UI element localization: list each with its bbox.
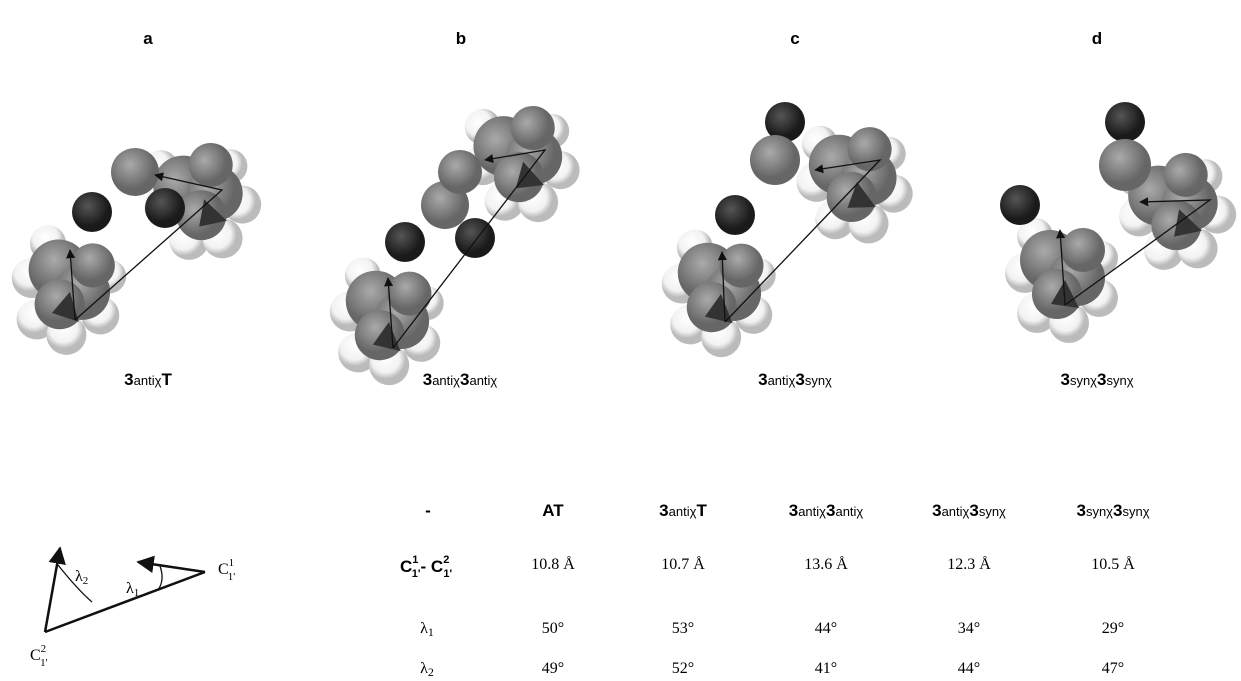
panel-label: 3antiχ3antiχ bbox=[423, 370, 498, 389]
table-cell: 47° bbox=[1102, 660, 1124, 677]
row-label: λ1 bbox=[420, 620, 434, 639]
lambda1-label: λ1 bbox=[126, 580, 139, 599]
panel-letter: a bbox=[143, 29, 153, 48]
row-label: λ2 bbox=[420, 660, 434, 679]
panel-label: 3antiχT bbox=[124, 370, 172, 389]
table-cell: 10.8 Å bbox=[531, 555, 575, 573]
panel-label: 3synχ3synχ bbox=[1060, 370, 1133, 389]
panel-letter: d bbox=[1092, 29, 1102, 48]
table-cell: 10.5 Å bbox=[1091, 555, 1135, 573]
table-cell: 44° bbox=[958, 660, 980, 677]
table-cell: 49° bbox=[542, 660, 564, 677]
header-cell: 3antiχT bbox=[659, 501, 707, 520]
table-cell: 13.6 Å bbox=[804, 555, 848, 573]
table-cells: 10.8 Å 10.7 Å 13.6 Å 12.3 Å 10.5 Å 50° 53° 44° 3… bbox=[531, 555, 1135, 677]
panel-d: d 3synχ3synχ bbox=[1000, 29, 1241, 389]
header-cell: - bbox=[425, 501, 431, 520]
panel-b: b 3antiχ3antiχ bbox=[324, 29, 591, 389]
figure: a 3antiχT b 3antiχ3antiχ c 3antiχ3synχ d… bbox=[0, 0, 1241, 681]
table-cell: 41° bbox=[815, 660, 837, 677]
table-cell: 34° bbox=[958, 620, 980, 637]
header-cell: 3synχ3synχ bbox=[1076, 501, 1149, 520]
table-cell: 29° bbox=[1102, 620, 1124, 637]
table: - AT 3antiχT 3antiχ3antiχ 3antiχ3synχ 3s… bbox=[400, 501, 1150, 679]
table-cell: 50° bbox=[542, 620, 564, 637]
lambda2-label: λ2 bbox=[75, 568, 88, 587]
panel-label: 3antiχ3synχ bbox=[758, 370, 832, 389]
panel-letter: b bbox=[456, 29, 466, 48]
table-cell: 12.3 Å bbox=[947, 555, 991, 573]
header-cell: AT bbox=[542, 501, 564, 520]
panel-letter: c bbox=[790, 29, 799, 48]
header-cell: 3antiχ3antiχ bbox=[789, 501, 864, 520]
panel-a: a 3antiχT bbox=[0, 29, 275, 389]
table-cell: 52° bbox=[672, 660, 694, 677]
table-cell: 10.7 Å bbox=[661, 555, 705, 573]
header-cell: 3antiχ3synχ bbox=[932, 501, 1006, 520]
panel-c: c 3antiχ3synχ bbox=[656, 29, 921, 389]
table-cell: 53° bbox=[672, 620, 694, 637]
table-cell: 44° bbox=[815, 620, 837, 637]
